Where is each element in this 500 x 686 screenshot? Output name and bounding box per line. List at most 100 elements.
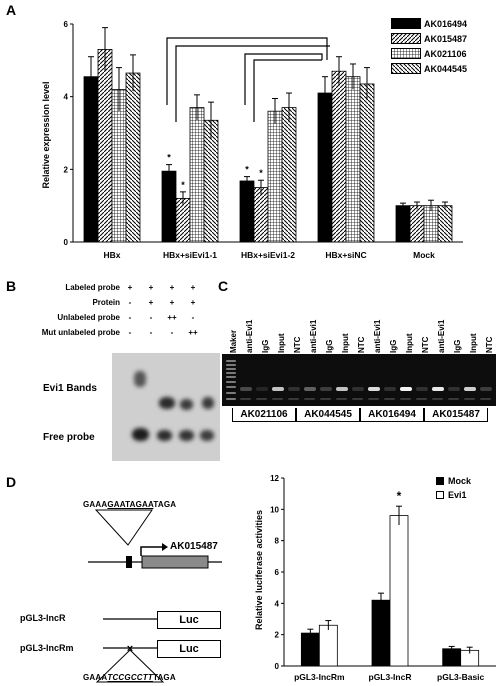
bar <box>395 205 411 243</box>
gel-band <box>384 387 396 391</box>
gel-band <box>320 387 332 391</box>
chip-group-label: AK015487 <box>424 408 488 422</box>
chip-lane-label: anti-Evi1 <box>437 319 446 353</box>
gel-band <box>288 398 299 400</box>
gel-band <box>384 398 395 400</box>
gel-band <box>432 398 443 400</box>
legend-label: Mock <box>448 476 472 486</box>
significance-star: * <box>181 180 185 190</box>
gel-band <box>226 360 236 362</box>
legend-label: AK044545 <box>424 63 468 74</box>
gel-band <box>336 398 347 400</box>
gel-band <box>272 398 283 400</box>
gel-band <box>320 398 331 400</box>
bar <box>189 107 205 243</box>
wt-seq-site: GAATAGAA <box>107 500 154 509</box>
x-tick-label: pGL3-IncRm <box>294 672 345 682</box>
significance-brackets <box>166 37 330 122</box>
bar <box>83 76 99 243</box>
emsa-blot <box>112 353 220 461</box>
emsa-mark: ++ <box>188 328 198 337</box>
chip-group-label: AK016494 <box>360 408 424 422</box>
gel-band <box>226 398 236 400</box>
legend-item: AK044545 <box>391 61 467 76</box>
chip-lane-label: Input <box>405 333 414 353</box>
legend-label: AK021106 <box>424 48 467 59</box>
emsa-mark: + <box>148 298 154 307</box>
gel-band <box>480 398 491 400</box>
bar <box>409 205 425 243</box>
gel-band <box>304 387 316 391</box>
bar <box>371 599 391 667</box>
emsa-mark: + <box>190 283 196 292</box>
emsa-mark: - <box>191 313 195 322</box>
gel-band <box>448 398 459 400</box>
legend-item: AK021106 <box>391 46 467 61</box>
mut-seq-prefix: GAAA <box>83 673 108 682</box>
chip-lane-label: NTC <box>293 336 302 353</box>
chip-lane-label: Input <box>341 333 350 353</box>
emsa-row-label: Mut unlabeled probe <box>41 328 120 337</box>
y-tick-label: 4 <box>275 599 280 608</box>
mut-seq-site: TCCGCCTT <box>107 673 153 682</box>
bar <box>267 110 283 243</box>
x-tick-label: HBx+siNC <box>325 250 366 260</box>
chip-lane-label: Input <box>277 333 286 353</box>
chip-lane-label: anti-Evi1 <box>245 319 254 353</box>
y-tick-label: 6 <box>275 568 280 577</box>
chip-lane-label: anti-Evi1 <box>309 319 318 353</box>
bar <box>300 632 320 667</box>
gel-band <box>416 398 427 400</box>
gel-band <box>336 387 348 391</box>
emsa-row-label: Labeled probe <box>65 283 120 292</box>
chip-lane-label: IgG <box>325 339 334 353</box>
bar <box>389 515 409 667</box>
gel-band <box>226 376 236 378</box>
legend-item: Evi1 <box>436 488 471 502</box>
gel-band <box>226 386 236 388</box>
chip-maker-label: Maker <box>229 329 238 353</box>
significance-star: * <box>397 489 402 503</box>
bar <box>111 89 127 243</box>
emsa-mark: ++ <box>167 313 177 322</box>
bar <box>253 187 269 243</box>
chip-lane-label: IgG <box>389 339 398 353</box>
gel-band <box>400 387 412 391</box>
emsa-row: Labeled probe + + + + <box>42 283 212 298</box>
gel-band <box>464 398 475 400</box>
gel-band <box>240 398 251 400</box>
bar <box>442 648 462 667</box>
emsa-row-label: Unlabeled probe <box>57 313 120 322</box>
gel-band <box>368 398 379 400</box>
x-tick-label: HBx+siEvi1-2 <box>241 250 295 260</box>
legend-item: AK015487 <box>391 31 467 46</box>
gel-band <box>288 387 300 391</box>
bar <box>437 205 453 243</box>
legend-item: AK016494 <box>391 16 467 31</box>
legend-item: Mock <box>436 474 471 488</box>
significance-star: * <box>259 168 263 178</box>
gel-band <box>416 387 428 391</box>
legend-d: Mock Evi1 <box>436 474 471 502</box>
x-tick-label: HBx+siEvi1-1 <box>163 250 217 260</box>
gel-band <box>304 398 315 400</box>
emsa-mark: + <box>148 283 154 292</box>
bar <box>161 170 177 243</box>
mut-seq-suffix: TAGA <box>152 673 176 682</box>
significance-star: * <box>245 165 249 175</box>
panel-label-d: D <box>6 474 17 490</box>
emsa-mark: + <box>169 283 175 292</box>
emsa-mark: + <box>169 298 175 307</box>
emsa-free-label: Free probe <box>43 432 95 443</box>
gel-band <box>464 387 476 391</box>
chip-lane-label: anti-Evi1 <box>373 319 382 353</box>
bar <box>331 70 347 243</box>
legend-a: AK016494 AK015487 AK021106 AK044545 <box>391 16 467 76</box>
gel-band <box>272 387 284 391</box>
chip-group-label: AK044545 <box>296 408 360 422</box>
emsa-band-label: Evi1 Bands <box>43 383 97 394</box>
legend-label: AK016494 <box>424 18 468 29</box>
legend-label: AK015487 <box>424 33 468 44</box>
y-tick-label: 2 <box>64 165 69 174</box>
bar <box>318 624 338 667</box>
